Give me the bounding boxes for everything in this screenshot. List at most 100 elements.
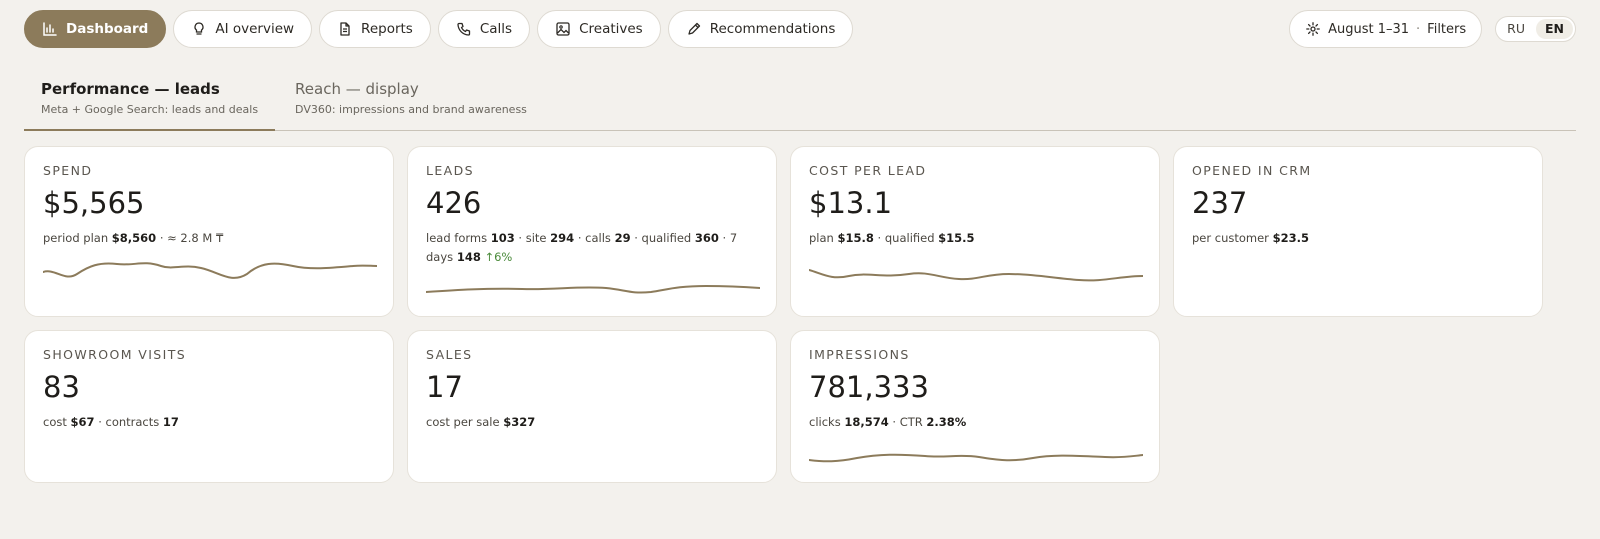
kpi-label: SHOWROOM VISITS (43, 347, 187, 362)
calls-label: calls (585, 230, 611, 245)
filters-period: August 1–31 (1328, 21, 1410, 37)
kpi-label: SPEND (43, 163, 93, 178)
kpi-card-leads: LEADS 426 lead forms 103 · site 294 · ca… (407, 146, 777, 317)
site-label: site (525, 230, 547, 245)
nav-reports-label: Reports (361, 21, 413, 37)
kpi-details: plan $15.8 · qualified $15.5 (809, 229, 1141, 248)
separator: · (877, 230, 882, 245)
bar-chart-icon (43, 22, 57, 36)
kpi-value: 781,333 (809, 370, 929, 404)
image-icon (556, 22, 570, 36)
site-value: 294 (550, 230, 575, 245)
forms-value: 103 (490, 230, 515, 245)
approx-tenge: ≈ 2.8 M ₸ (167, 230, 224, 245)
qualified-label: qualified (641, 230, 692, 245)
top-bar: Dashboard AI overview Reports Calls Crea… (24, 10, 1576, 48)
nav-reports-button[interactable]: Reports (319, 10, 431, 48)
separator: · (892, 414, 897, 429)
days-value: 148 (456, 249, 481, 264)
cost-value: $67 (70, 414, 95, 429)
filters-separator: · (1416, 21, 1421, 37)
document-icon (340, 22, 350, 36)
ctr-value: 2.38% (926, 414, 967, 429)
nav-calls-button[interactable]: Calls (437, 10, 531, 48)
nav-creatives-button[interactable]: Creatives (537, 10, 661, 48)
tab-performance-leads[interactable]: Performance — leads Meta + Google Search… (24, 70, 276, 131)
kpi-details: per customer $23.5 (1192, 229, 1524, 248)
contracts-value: 17 (162, 414, 179, 429)
days-label: 7 days (426, 230, 738, 264)
kpi-details: clicks 18,574 · CTR 2.38% (809, 413, 1141, 432)
clicks-value: 18,574 (844, 414, 889, 429)
plan-value: $8,560 (111, 230, 157, 245)
top-controls: August 1–31 · Filters RU EN (1289, 10, 1576, 48)
impressions-sparkline (809, 453, 1143, 463)
tab-subtitle: DV360: impressions and brand awareness (295, 103, 527, 116)
cost-per-sale-value: $327 (503, 414, 536, 429)
qualified-label: qualified (884, 230, 935, 245)
kpi-details: period plan $8,560 · ≈ 2.8 M ₸ (43, 229, 375, 248)
language-option-en[interactable]: EN (1535, 19, 1573, 39)
spend-sparkline (43, 262, 377, 279)
tab-reach-display[interactable]: Reach — display DV360: impressions and b… (275, 70, 544, 131)
plan-label: plan (809, 230, 834, 245)
kpi-label: OPENED IN CRM (1192, 163, 1312, 178)
nav-recommendations-label: Recommendations (709, 21, 836, 37)
nav-ai-overview-button[interactable]: AI overview (173, 10, 313, 48)
kpi-card-cost-per-lead: COST PER LEAD $13.1 plan $15.8 · qualifi… (790, 146, 1160, 317)
tab-title: Reach — display (295, 80, 419, 98)
nav-recommendations-button[interactable]: Recommendations (667, 10, 854, 48)
separator: · (722, 230, 727, 245)
change-badge: ↑6% (484, 249, 513, 264)
phone-icon (457, 22, 470, 36)
kpi-label: LEADS (426, 163, 474, 178)
kpi-label: SALES (426, 347, 473, 362)
kpi-details: cost $67 · contracts 17 (43, 413, 375, 432)
kpi-value: 237 (1192, 186, 1248, 220)
kpi-value: $5,565 (43, 186, 145, 220)
nav-calls-label: Calls (479, 21, 513, 37)
kpi-card-showroom-visits: SHOWROOM VISITS 83 cost $67 · contracts … (24, 330, 394, 483)
forms-label: lead forms (426, 230, 488, 245)
kpi-card-impressions: IMPRESSIONS 781,333 clicks 18,574 · CTR … (790, 330, 1160, 483)
nav-ai-overview-label: AI overview (215, 21, 295, 37)
kpi-card-opened-in-crm: OPENED IN CRM 237 per customer $23.5 (1173, 146, 1543, 317)
plan-value: $15.8 (837, 230, 874, 245)
tab-title: Performance — leads (41, 80, 220, 98)
cost-per-lead-sparkline (809, 269, 1143, 282)
pencil-icon (688, 22, 700, 35)
calls-value: 29 (614, 230, 631, 245)
per-customer-value: $23.5 (1272, 230, 1309, 245)
kpi-value: 426 (426, 186, 482, 220)
plan-label: period plan (43, 230, 109, 245)
kpi-value: 83 (43, 370, 80, 404)
kpi-details: cost per sale $327 (426, 413, 758, 432)
separator: · (577, 230, 582, 245)
tab-subtitle: Meta + Google Search: leads and deals (41, 103, 259, 116)
kpi-card-sales: SALES 17 cost per sale $327 (407, 330, 777, 483)
clicks-label: clicks (809, 414, 841, 429)
separator: · (634, 230, 638, 245)
filters-button[interactable]: August 1–31 · Filters (1289, 10, 1483, 48)
nav-dashboard-button[interactable]: Dashboard (24, 10, 167, 48)
gear-icon (1306, 22, 1320, 36)
separator: · (159, 230, 164, 245)
report-tabs: Performance — leads Meta + Google Search… (24, 70, 1576, 131)
language-option-ru[interactable]: RU (1507, 21, 1525, 36)
separator: · (518, 230, 523, 245)
kpi-card-spend: SPEND $5,565 period plan $8,560 · ≈ 2.8 … (24, 146, 394, 317)
main-nav: Dashboard AI overview Reports Calls Crea… (24, 10, 854, 48)
filters-label: Filters (1427, 21, 1467, 37)
qualified-value: $15.5 (938, 230, 975, 245)
contracts-label: contracts (105, 414, 160, 429)
per-customer-label: per customer (1192, 230, 1269, 245)
nav-creatives-label: Creatives (579, 21, 643, 37)
cost-per-sale-label: cost per sale (426, 414, 500, 429)
kpi-label: COST PER LEAD (809, 163, 927, 178)
kpi-details: lead forms 103 · site 294 · calls 29 · q… (426, 229, 758, 267)
kpi-value: 17 (426, 370, 463, 404)
qualified-value: 360 (694, 230, 719, 245)
language-switch: RU EN (1495, 16, 1576, 42)
lightbulb-icon (194, 22, 204, 35)
kpi-value: $13.1 (809, 186, 893, 220)
